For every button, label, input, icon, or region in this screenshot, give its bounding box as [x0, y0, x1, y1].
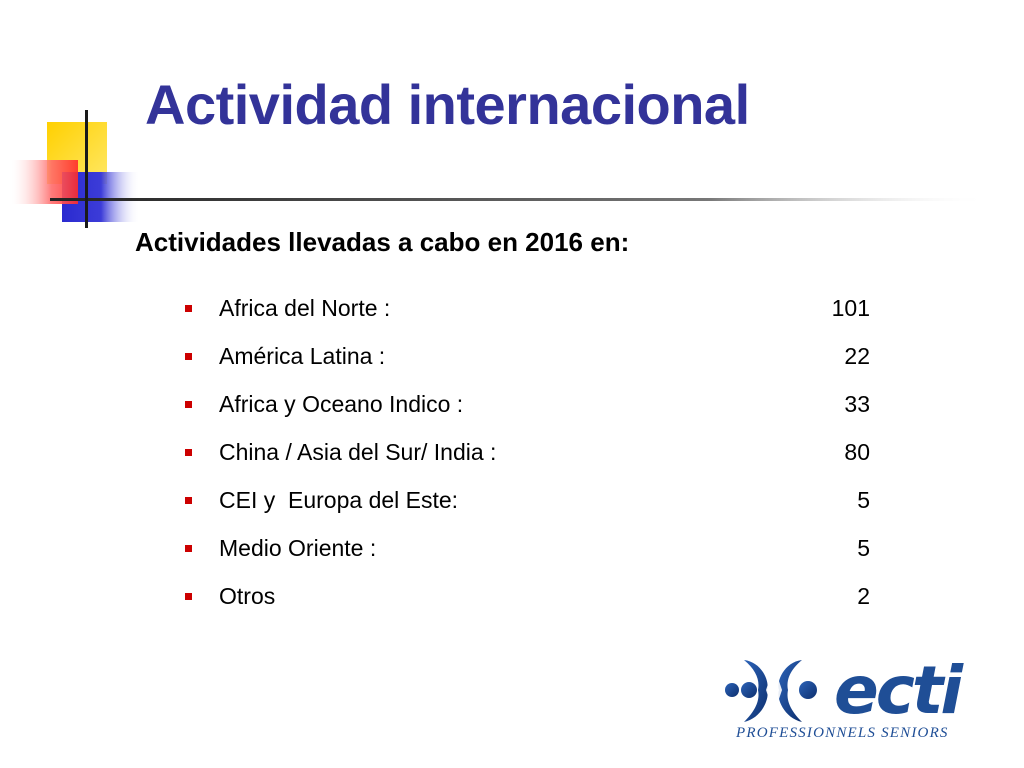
ecti-logo: ecti PROFESSIONNELS SENIORS [722, 652, 982, 752]
list-item: Africa del Norte : 101 [185, 284, 870, 332]
bullet-square-icon [185, 400, 192, 408]
bullet-square-icon [185, 592, 192, 600]
slide-subtitle: Actividades llevadas a cabo en 2016 en: [135, 227, 630, 257]
list-item: Africa y Oceano Indico : 33 [185, 380, 870, 428]
ecti-logo-mark-icon [725, 660, 817, 722]
activity-list: Africa del Norte : 101 América Latina : … [185, 284, 870, 620]
activity-count: 33 [844, 390, 870, 417]
bullet-square-icon [185, 496, 192, 504]
list-item: CEI y Europa del Este: 5 [185, 476, 870, 524]
activity-count: 2 [857, 582, 870, 609]
slide-title: Actividad internacional [145, 73, 750, 136]
ecti-tagline: PROFESSIONNELS SENIORS [736, 725, 949, 741]
region-label: Africa y Oceano Indico : [219, 390, 464, 417]
region-label: China / Asia del Sur/ India : [219, 438, 497, 465]
decorative-squares-graphic [12, 110, 990, 228]
activity-count: 80 [844, 438, 870, 465]
activity-count: 5 [857, 534, 870, 561]
list-item: Medio Oriente : 5 [185, 524, 870, 572]
deco-red-square [12, 160, 78, 204]
list-item: América Latina : 22 [185, 332, 870, 380]
deco-horizontal-rule [50, 198, 990, 201]
region-label: América Latina : [219, 342, 386, 369]
activity-count: 22 [844, 342, 870, 369]
ecti-wordmark: ecti [834, 652, 963, 729]
bullet-square-icon [185, 544, 192, 552]
deco-vertical-rule [85, 110, 88, 228]
region-label: Africa del Norte : [219, 294, 391, 321]
list-item: China / Asia del Sur/ India : 80 [185, 428, 870, 476]
bullet-square-icon [185, 448, 192, 456]
region-label: Otros [219, 582, 276, 609]
bullet-square-icon [185, 304, 192, 312]
activity-count: 101 [831, 294, 870, 321]
bullet-square-icon [185, 352, 192, 360]
list-item: Otros 2 [185, 572, 870, 620]
region-label: Medio Oriente : [219, 534, 377, 561]
region-label: CEI y Europa del Este: [219, 486, 459, 513]
activity-count: 5 [857, 486, 870, 513]
